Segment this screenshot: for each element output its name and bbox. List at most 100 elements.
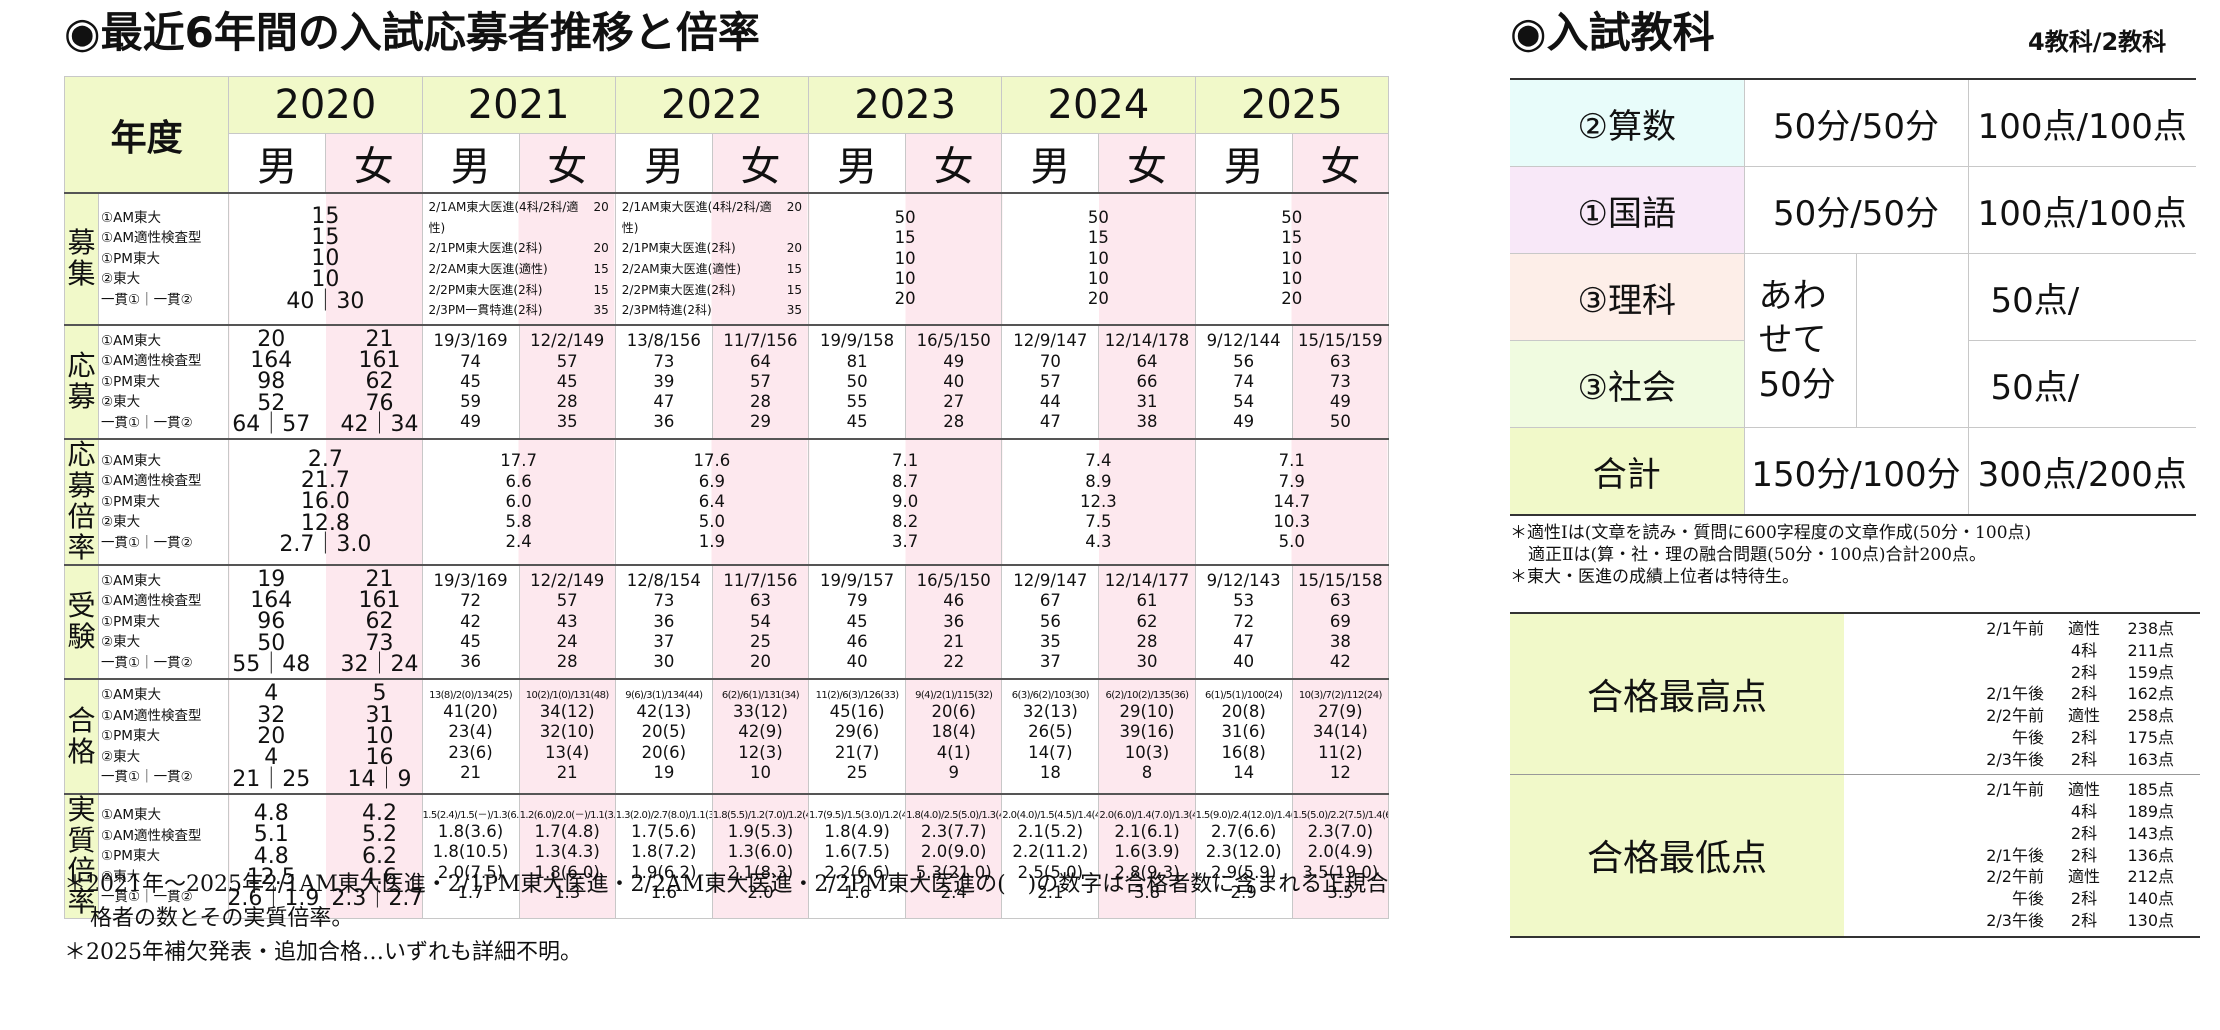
apply-2021-female: 12/2/149 57 45 28 35 bbox=[518, 323, 616, 440]
note-1: ＊2021年～2025年2/1AM東大医進・2/1PM東大医進・2/2AM東大医… bbox=[64, 872, 1389, 932]
note-2: ＊2025年補欠発表・追加合格…いずれも詳細不明。 bbox=[64, 940, 582, 966]
japanese-points: 100点/100点 bbox=[1968, 166, 2197, 254]
year-2023: 2023 bbox=[808, 76, 1003, 134]
lowest-score-row: 2/1午前 適性 185点 bbox=[1986, 780, 2174, 800]
exam-2021-male: 19/3/169 72 42 45 36 bbox=[421, 563, 520, 680]
exam-2022-female: 11/7/156 63 54 25 20 bbox=[711, 563, 810, 680]
lowest-score-row: 2科 143点 bbox=[2070, 823, 2174, 843]
ratio-2020: 2.7 21.7 16.0 12.8 2.7｜3.0 bbox=[228, 438, 423, 566]
year-header: 年度 bbox=[63, 76, 230, 194]
apply-2024-female: 12/14/178 64 66 31 38 bbox=[1098, 323, 1196, 440]
ratio-2025: 7.1 7.9 14.7 10.3 5.0 bbox=[1194, 438, 1390, 566]
exam-2023-male: 19/9/157 79 45 46 40 bbox=[808, 563, 907, 680]
subrow-labels: ①AM東大 ①AM適性検査型 ①PM東大 ②東大 一貫①｜一貫② bbox=[98, 192, 230, 326]
male-header-2023: 男 bbox=[808, 133, 907, 194]
year-2024: 2024 bbox=[1001, 76, 1196, 134]
score-tables: 合格最高点 2/1午前 適性 238点 4科 211点 2科 159点 2/1午後 2科 162点… bbox=[1510, 612, 2200, 938]
apply-2023-male: 19/9/158 81 50 55 45 bbox=[808, 323, 907, 440]
subject-science: ③理科 bbox=[1510, 253, 1745, 341]
pass-2023-male: 11(2)/6(3)/126(33) 45(16) 29(6) 21(7) 25 bbox=[808, 678, 907, 795]
male-header-2021: 男 bbox=[421, 133, 520, 194]
male-header-2025: 男 bbox=[1194, 133, 1293, 194]
section-exam: 受験 bbox=[63, 563, 100, 680]
real-2021-female: 1.2(6.0)/2.0(－)/1.1(3.1) 1.7(4.8) 1.3(4.3)… bbox=[518, 792, 616, 920]
apply-2023-female: 16/5/150 49 40 27 28 bbox=[905, 323, 1003, 440]
apply-2022-male: 13/8/156 73 39 47 36 bbox=[614, 323, 713, 440]
math-points: 100点/100点 bbox=[1968, 80, 2197, 167]
highest-score-row: 2/2午前 適性 258点 bbox=[1986, 706, 2174, 725]
subrow-labels: ①AM東大 ①AM適性検査型 ①PM東大 ②東大 一貫①｜一貫② bbox=[98, 323, 230, 440]
exam-2025-female: 15/15/158 63 69 38 42 bbox=[1291, 563, 1390, 680]
pass-2020: 4 5 32 31 20 10 4 16 21｜25 14｜9 bbox=[228, 678, 423, 795]
pass-2021-female: 10(2)/1(0)/131(48) 34(12) 32(10) 13(4) 21 bbox=[518, 678, 616, 795]
exam-2023-female: 16/5/150 46 36 21 22 bbox=[905, 563, 1003, 680]
history-table: 年度 2020 2021 2022 2023 2024 2025 男女男女男女男女男女男女募集… bbox=[63, 76, 1390, 920]
year-2021: 2021 bbox=[421, 76, 616, 134]
pass-2021-male: 13(8)/2(0)/134(25) 41(20) 23(4) 23(6) 21 bbox=[421, 678, 520, 795]
subject-note-2: 適正Ⅱは(算・社・理の融合問題(50分・100点)合計200点。 bbox=[1528, 545, 1986, 566]
female-header-2024: 女 bbox=[1098, 133, 1196, 194]
subrow-labels: ①AM東大 ①AM適性検査型 ①PM東大 ②東大 一貫①｜一貫② bbox=[98, 678, 230, 795]
pass-2025-female: 10(3)/7(2)/112(24) 27(9) 34(14) 11(2) 12 bbox=[1291, 678, 1390, 795]
exam-2025-male: 9/12/143 53 72 47 40 bbox=[1194, 563, 1293, 680]
highest-score-list: 2/1午前 適性 238点 4科 211点 2科 159点 2/1午後 2科 162点 2/2午前適… bbox=[1844, 614, 2200, 774]
ratio-2021: 17.7 6.6 6.0 5.8 2.4 bbox=[421, 438, 616, 566]
combined-time: あわせて50分 bbox=[1744, 253, 1857, 428]
real-2025-female: 1.5(5.0)/2.2(7.5)/1.4(6.6)2.3(7.0)2.0(4.… bbox=[1291, 792, 1390, 920]
math-time: 50分/50分 bbox=[1744, 80, 1969, 167]
apply-2021-male: 19/3/169 74 45 59 49 bbox=[421, 323, 520, 440]
highest-score-label: 合格最高点 bbox=[1510, 614, 1844, 775]
apply-2022-female: 11/7/156 64 57 28 29 bbox=[711, 323, 810, 440]
pass-2022-male: 9(6)/3(1)/134(44) 42(13) 20(5) 20(6) 19 bbox=[614, 678, 713, 795]
real-2024-female: 2.0(6.0)/1.4(7.0)/1.3(4.9)2.1(6.1)1.6(3.… bbox=[1098, 792, 1196, 920]
recruit-2025: 50 15 10 10 20 bbox=[1194, 192, 1390, 326]
total-points: 300点/200点 bbox=[1968, 427, 2197, 516]
year-2022: 2022 bbox=[614, 76, 810, 134]
subrow-labels: ①AM東大 ①AM適性検査型 ①PM東大 ②東大 一貫①｜一貫② bbox=[98, 563, 230, 680]
subrow-labels: ①AM東大 ①AM適性検査型 ①PM東大 ②東大 一貫①｜一貫② bbox=[98, 438, 230, 566]
pass-2023-female: 9(4)/2(1)/115(32) 20(6) 18(4) 4(1) 9 bbox=[905, 678, 1003, 795]
history-notes: ＊2021年～2025年2/1AM東大医進・2/1PM東大医進・2/2AM東大医… bbox=[64, 868, 1404, 970]
pass-2024-female: 6(2)/10(2)/135(36) 29(10) 39(16) 10(3) 8 bbox=[1098, 678, 1196, 795]
recruit-2020: 15 15 10 10 40｜30 bbox=[228, 192, 423, 326]
exam-2021-female: 12/2/149 57 43 24 28 bbox=[518, 563, 616, 680]
real-2022-female: 1.8(5.5)/1.2(7.0)/1.2(4.6)1.9(5.3)1.3(6.… bbox=[711, 792, 810, 920]
section-recruit: 募集 bbox=[63, 192, 100, 326]
japanese-time: 50分/50分 bbox=[1744, 166, 1969, 254]
female-header-2021: 女 bbox=[518, 133, 616, 194]
real-2021-male: 1.5(2.4)/1.5(－)/1.3(6.8) 1.8(3.6) 1.8(10.5… bbox=[421, 792, 520, 920]
total-time: 150分/100分 bbox=[1744, 427, 1969, 516]
pass-2024-male: 6(3)/6(2)/103(30) 32(13) 26(5) 14(7) 18 bbox=[1001, 678, 1100, 795]
ratio-2022: 17.6 6.9 6.4 5.0 1.9 bbox=[614, 438, 810, 566]
highest-score-row: 2/3午後 2科 163点 bbox=[1986, 749, 2174, 769]
real-2025-male: 1.5(9.0)/2.4(12.0)/1.4(6.0)2.7(6.6)2.3(1… bbox=[1194, 792, 1293, 920]
lowest-score-row: 2/2午前 適性 212点 bbox=[1986, 867, 2174, 887]
subrow-labels: ①AM東大 ①AM適性検査型 ①PM東大 ②東大 一貫①｜一貫② bbox=[98, 792, 230, 920]
social-points: 50点/ bbox=[1968, 340, 2197, 428]
real-2023-male: 1.7(9.5)/1.5(3.0)/1.2(4.8)1.8(4.9)1.6(7.… bbox=[808, 792, 907, 920]
ratio-2024: 7.4 8.9 12.3 7.5 4.3 bbox=[1001, 438, 1196, 566]
pass-2022-female: 6(2)/6(1)/131(34) 33(12) 42(9) 12(3) 10 bbox=[711, 678, 810, 795]
lowest-score-row: 2/3午後 2科 130点 bbox=[1986, 910, 2174, 930]
subject-note-1: ＊適性Ⅰは(文章を読み・質問に600字程度の文章作成(50分・100点) bbox=[1510, 523, 2032, 543]
highest-score-row: 午後 2科 175点 bbox=[2011, 727, 2174, 747]
recruit-2022: 2/1AM東大医進(4科/2科/適性) 20 2/1PM東大医進(2科) 20 2/2A… bbox=[614, 192, 810, 326]
apply-2025-male: 9/12/144 56 74 54 49 bbox=[1194, 323, 1293, 440]
subject-count: 4教科/2教科 bbox=[2028, 28, 2167, 56]
section-ratio: 応募倍率 bbox=[63, 438, 100, 566]
female-header-2023: 女 bbox=[905, 133, 1003, 194]
exam-2024-female: 12/14/177 61 62 28 30 bbox=[1098, 563, 1196, 680]
subject-total: 合計 bbox=[1510, 427, 1745, 516]
pass-2025-male: 6(1)/5(1)/100(24) 20(8) 31(6) 16(8) 14 bbox=[1194, 678, 1293, 795]
real-2022-male: 1.3(2.0)/2.7(8.0)/1.1(3.5)1.7(5.6)1.8(7.… bbox=[614, 792, 713, 920]
recruit-2021: 2/1AM東大医進(4科/2科/適性) 20 2/1PM東大医進(2科) 20 2/2A… bbox=[421, 192, 616, 326]
subject-japanese: ①国語 bbox=[1510, 166, 1745, 254]
real-2020: 4.8 4.2 5.1 5.2 4.8 6.2 12.5 4.6 2.6｜1.9 2.3｜2.7 bbox=[228, 792, 423, 920]
science-points: 50点/ bbox=[1968, 253, 2197, 341]
recruit-2024: 50 15 10 10 20 bbox=[1001, 192, 1196, 326]
recruit-2023: 50 15 10 10 20 bbox=[808, 192, 1003, 326]
apply-2020: 20 21 164 161 98 62 52 76 64｜57 42｜34 bbox=[228, 323, 423, 440]
subject-note-3: ＊東大・医進の成績上位者は特待生。 bbox=[1510, 567, 1799, 588]
lowest-score-list: 2/1午前 適性 185点 4科 189点 2科 143点 2/1午後 2科 136点 2/2午前適… bbox=[1844, 775, 2200, 935]
apply-2024-male: 12/9/147 70 57 44 47 bbox=[1001, 323, 1100, 440]
